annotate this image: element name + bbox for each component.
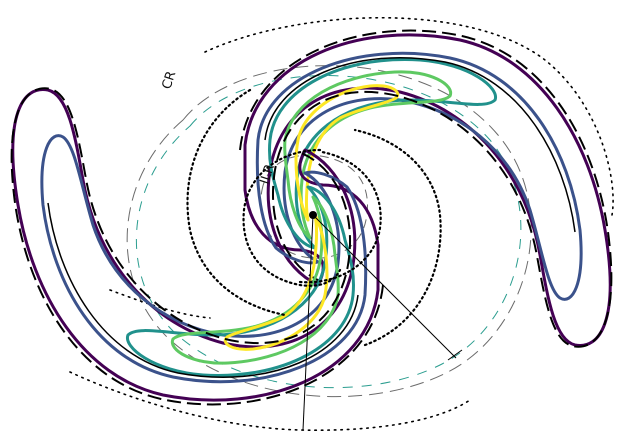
- spiral-arm-lower: [10, 87, 384, 406]
- contour-2-lower: [40, 134, 368, 384]
- contour-inner-lower: [223, 213, 329, 351]
- dotted-envelope-left: [109, 289, 211, 319]
- label-cr: CR: [160, 69, 180, 91]
- dotted-bar-outer-right: [353, 128, 442, 347]
- center-dot: [309, 211, 317, 219]
- dotted-envelope-upper: [204, 16, 614, 216]
- center-geometry: [302, 211, 463, 431]
- dotted-bar-inner-left: [242, 148, 342, 287]
- contour-inner-upper: [294, 84, 400, 222]
- overlay-solid-upper: [264, 56, 576, 233]
- label-ilr: ILR: [258, 162, 278, 186]
- corotation-circle: [126, 65, 532, 398]
- radial-line-diagonal: [312, 214, 457, 359]
- radial-line-down: [302, 214, 314, 431]
- dotted-bar-outer-left: [186, 88, 287, 317]
- corotation-circle-teal: [135, 75, 522, 389]
- dotted-bar-inner-right: [298, 150, 382, 284]
- overlay-dashed-lower: [10, 87, 384, 406]
- spiral-arm-upper: [239, 29, 613, 348]
- contour-2-upper: [255, 51, 583, 301]
- overlay-dashed-upper: [239, 29, 613, 348]
- overlay-solid-lower: [47, 202, 359, 379]
- dotted-envelope-lower: [69, 371, 471, 432]
- dotted-envelopes: [69, 16, 614, 432]
- inner-bar-rings: [186, 88, 442, 347]
- tick-diagonal: [447, 349, 463, 361]
